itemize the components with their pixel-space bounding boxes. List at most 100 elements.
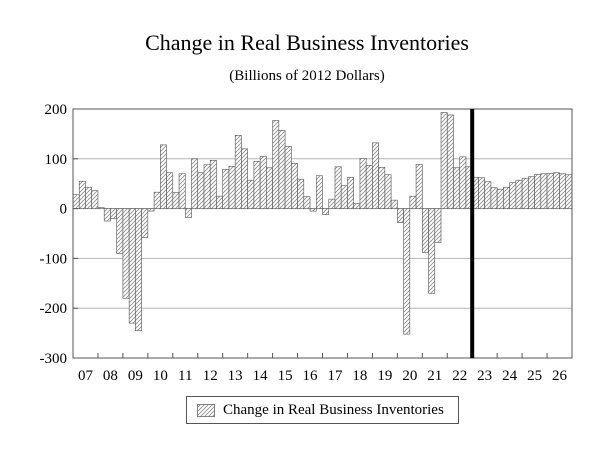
- bar: [141, 208, 149, 238]
- x-tick-label: 14: [253, 368, 269, 384]
- bar: [359, 158, 367, 209]
- bar: [91, 190, 99, 209]
- bar: [160, 144, 167, 209]
- bar: [116, 208, 124, 254]
- bar: [103, 208, 111, 222]
- bar: [503, 186, 510, 209]
- bar: [209, 159, 217, 209]
- bar: [122, 208, 130, 299]
- bar: [340, 185, 348, 209]
- bar: [147, 208, 155, 212]
- bar: [428, 208, 436, 294]
- bar: [328, 198, 336, 209]
- bar: [390, 199, 398, 209]
- bar: [272, 120, 280, 209]
- x-tick-label: 10: [153, 368, 168, 384]
- x-tick-label: 20: [402, 368, 417, 384]
- legend-swatch: [197, 403, 215, 417]
- y-tick-label: 0: [60, 202, 68, 218]
- x-tick-label: 21: [427, 368, 442, 384]
- bar: [216, 195, 224, 209]
- bar: [421, 208, 429, 253]
- bar: [459, 156, 467, 209]
- bar: [372, 142, 379, 209]
- bar: [110, 208, 117, 219]
- bar-series: [72, 112, 573, 335]
- bar: [303, 196, 311, 209]
- bar: [434, 208, 442, 243]
- x-tick-label: 07: [78, 368, 94, 384]
- bar: [97, 207, 105, 209]
- bar: [278, 130, 286, 209]
- legend: Change in Real Business Inventories: [186, 396, 459, 424]
- bar: [446, 114, 454, 209]
- x-tick-label: 24: [502, 368, 518, 384]
- bar: [496, 188, 504, 209]
- x-tick-label: 17: [327, 368, 343, 384]
- y-tick-label: 100: [45, 152, 68, 168]
- bar: [334, 166, 342, 209]
- bar: [322, 208, 330, 215]
- bar: [234, 135, 242, 209]
- bar: [415, 163, 423, 209]
- bar: [297, 178, 305, 209]
- bar: [197, 172, 205, 209]
- bar: [178, 173, 186, 209]
- bar: [565, 174, 573, 209]
- bar: [309, 208, 317, 212]
- x-tick-label: 12: [203, 368, 218, 384]
- bar: [540, 173, 548, 209]
- bar: [284, 146, 292, 209]
- bar: [515, 179, 523, 209]
- x-tick-label: 09: [128, 368, 143, 384]
- bar: [353, 203, 361, 209]
- bar: [153, 191, 161, 209]
- x-tick-label: 11: [178, 368, 192, 384]
- bar: [247, 179, 255, 209]
- chart-subtitle: (Billions of 2012 Dollars): [229, 68, 385, 84]
- bar: [191, 158, 199, 209]
- bar: [347, 176, 354, 209]
- bar: [403, 208, 411, 335]
- bar: [222, 168, 230, 209]
- legend-label: Change in Real Business Inventories: [223, 401, 444, 418]
- bar: [166, 172, 174, 209]
- x-tick-label: 13: [228, 368, 243, 384]
- bar: [203, 164, 211, 209]
- bar: [172, 192, 180, 209]
- bar: [534, 173, 542, 209]
- bar: [241, 148, 248, 209]
- bar: [552, 172, 560, 209]
- bar: [228, 165, 236, 209]
- y-tick-label: -300: [40, 351, 68, 367]
- bar: [365, 164, 373, 209]
- bar: [253, 160, 261, 209]
- bar: [397, 208, 404, 223]
- x-tick-label: 18: [352, 368, 367, 384]
- x-tick-label: 25: [527, 368, 542, 384]
- chart-title: Change in Real Business Inventories: [145, 30, 469, 55]
- y-tick-label: 200: [45, 102, 68, 118]
- x-axis-ticks: 07 08 09 10 11 12 13 14 15 16 17 18 19 20 21 22 23 24 25 26: [78, 353, 568, 384]
- bar: [453, 167, 461, 209]
- bar: [266, 167, 273, 209]
- bar: [409, 195, 417, 209]
- bar: [384, 174, 392, 209]
- x-tick-label: 15: [278, 368, 293, 384]
- x-tick-label: 23: [477, 368, 492, 384]
- bar: [521, 177, 529, 209]
- bar: [490, 187, 498, 209]
- bar: [378, 166, 386, 209]
- y-axis-ticks: 200 100 0 -100 -200 -300: [40, 102, 78, 367]
- x-tick-label: 22: [452, 368, 467, 384]
- bar: [184, 208, 192, 218]
- bar: [85, 186, 93, 209]
- bar: [546, 172, 554, 209]
- y-tick-label: -100: [40, 251, 68, 267]
- bar: [484, 181, 492, 209]
- bar: [315, 175, 323, 209]
- bar: [509, 182, 517, 209]
- bar: [291, 162, 298, 209]
- bar: [559, 173, 567, 209]
